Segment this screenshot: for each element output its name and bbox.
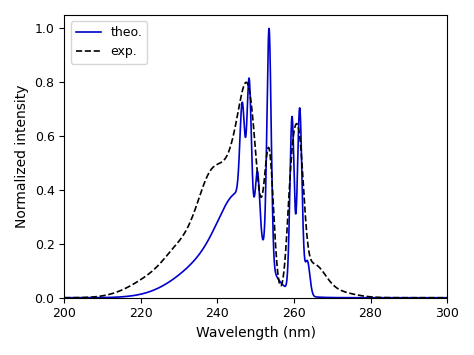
theo. bbox=[208, 234, 213, 238]
theo. bbox=[376, 296, 382, 300]
Legend: theo., exp.: theo., exp. bbox=[71, 21, 147, 64]
theo. bbox=[291, 166, 297, 170]
Y-axis label: Normalized intensity: Normalized intensity bbox=[15, 84, 29, 228]
X-axis label: Wavelength (nm): Wavelength (nm) bbox=[196, 326, 316, 340]
theo. bbox=[131, 293, 137, 297]
theo. bbox=[310, 293, 316, 297]
theo. bbox=[62, 296, 67, 300]
exp. bbox=[376, 295, 382, 300]
Line: theo.: theo. bbox=[64, 28, 447, 298]
theo. bbox=[444, 296, 450, 300]
Line: exp.: exp. bbox=[64, 82, 447, 298]
theo. bbox=[347, 296, 353, 300]
exp. bbox=[131, 282, 137, 286]
exp. bbox=[62, 296, 67, 300]
exp. bbox=[310, 261, 316, 265]
exp. bbox=[444, 296, 450, 300]
theo. bbox=[266, 26, 272, 31]
exp. bbox=[291, 130, 297, 134]
exp. bbox=[208, 168, 213, 173]
exp. bbox=[347, 291, 353, 295]
exp. bbox=[243, 80, 249, 84]
